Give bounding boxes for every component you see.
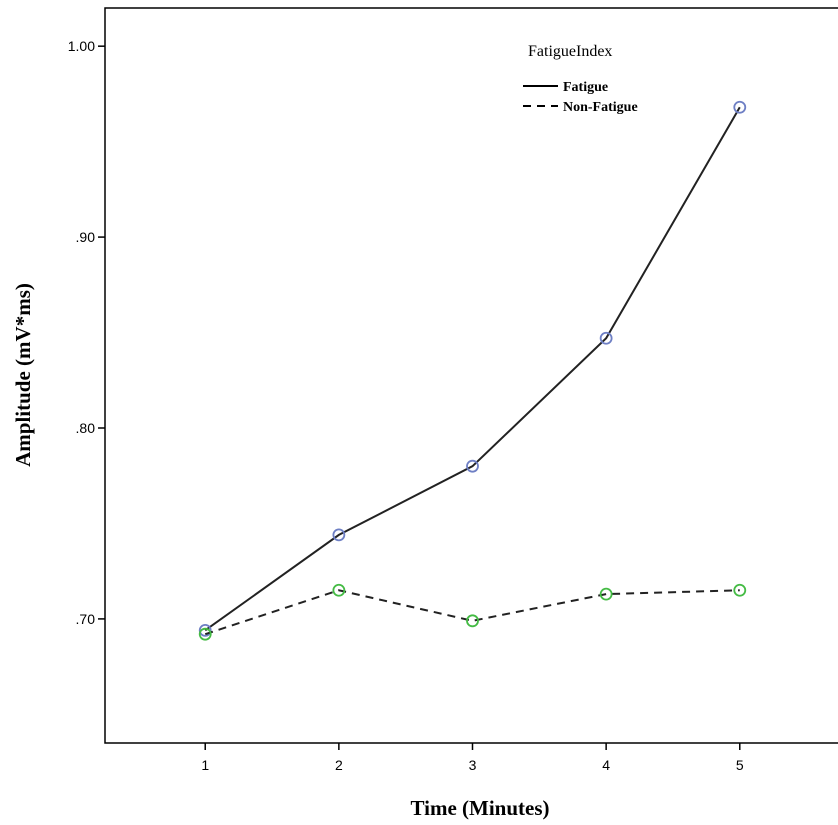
- data-point-fatigue: [198, 623, 212, 637]
- y-tick-label: .70: [76, 611, 96, 627]
- data-point-non-fatigue: [332, 583, 346, 597]
- plot-area-frame: [104, 7, 838, 744]
- data-point-non-fatigue: [733, 583, 747, 597]
- series-line-fatigue: [204, 106, 741, 632]
- legend-label-non-fatigue: Non-Fatigue: [563, 100, 638, 115]
- data-point-fatigue: [733, 100, 747, 114]
- series-line-non-fatigue: [204, 589, 740, 636]
- data-point-fatigue: [332, 528, 346, 542]
- x-tick-label: 5: [736, 757, 744, 773]
- legend-title: FatigueIndex: [528, 43, 612, 60]
- legend: FatigueIndex Fatigue Non-Fatigue: [523, 43, 638, 115]
- x-tick-label: 2: [335, 757, 343, 773]
- x-axis: 1 2 3 4 5: [201, 743, 744, 773]
- legend-label-fatigue: Fatigue: [563, 80, 608, 95]
- x-tick-label: 3: [469, 757, 477, 773]
- data-point-non-fatigue: [466, 614, 479, 628]
- x-axis-title: Time (Minutes): [410, 796, 549, 820]
- data-point-non-fatigue: [599, 587, 613, 601]
- y-axis: .70 .80 .90 1.00: [68, 38, 105, 627]
- y-tick-label: .80: [76, 420, 96, 436]
- x-tick-label: 4: [602, 757, 610, 773]
- data-point-fatigue: [599, 331, 613, 345]
- y-axis-title: Amplitude (mV*ms): [11, 283, 35, 467]
- y-tick-label: .90: [76, 229, 96, 245]
- series-layer: [198, 100, 747, 641]
- data-point-fatigue: [466, 459, 479, 473]
- data-point-non-fatigue: [198, 627, 212, 641]
- y-tick-label: 1.00: [68, 38, 95, 54]
- x-tick-label: 1: [201, 757, 209, 773]
